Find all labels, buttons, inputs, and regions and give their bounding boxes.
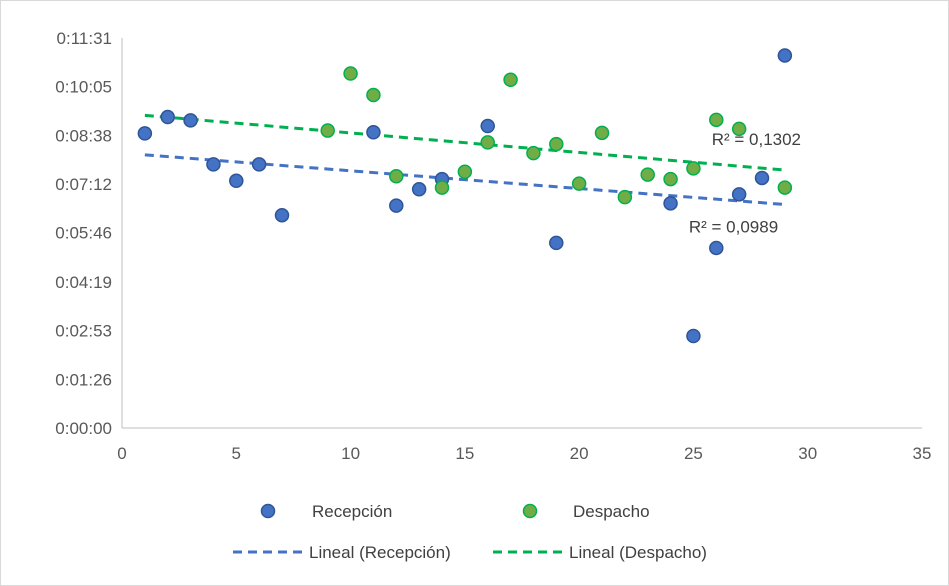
data-point [571,176,587,191]
y-tick-label: 0:11:31 [57,29,112,48]
data-point [686,328,701,344]
data-point [503,72,518,88]
data-points [137,48,793,344]
y-tick-label: 0:08:38 [55,127,112,146]
legend-label: Despacho [573,502,650,521]
x-tick-label: 15 [455,444,474,463]
x-tick-label: 25 [684,444,703,463]
y-tick-label: 0:05:46 [55,224,112,243]
data-point [229,173,244,189]
y-tick-label: 0:01:26 [55,370,112,389]
legend-label: Recepción [312,502,392,521]
data-point [663,171,678,187]
x-tick-label: 0 [117,444,126,463]
legend-label: Lineal (Despacho) [569,543,707,562]
y-tick-label: 0:02:53 [55,321,112,340]
data-point [731,121,747,137]
data-point [206,157,221,172]
y-tick-label: 0:00:00 [55,419,112,438]
data-point [640,167,655,182]
data-point [320,123,335,138]
x-tick-label: 5 [232,444,241,463]
data-point [617,189,633,205]
data-point [251,157,267,172]
data-point [434,180,450,195]
data-point [366,87,381,103]
legend-marker [522,503,538,519]
data-point [457,164,473,180]
data-point [709,112,724,128]
x-tick-label: 10 [341,444,360,463]
data-point [526,145,541,161]
data-point [411,182,427,197]
data-point [777,180,793,195]
r-squared-label: R² = 0,0989 [689,217,778,236]
legend-marker [260,503,276,519]
data-point [137,126,153,141]
data-point [183,113,198,128]
y-tick-label: 0:04:19 [55,273,112,292]
data-point [274,207,290,223]
legend-label: Lineal (Recepción) [309,543,451,562]
legend: Recepción Despacho Lineal (Recepción) Linea… [233,502,707,562]
data-point [754,170,770,186]
data-point [389,169,404,184]
data-point [777,48,793,63]
trendline [144,153,785,206]
x-tick-label: 30 [798,444,817,463]
data-point [343,66,358,81]
data-point [160,109,175,125]
r-squared-label: R² = 0,1302 [712,130,801,149]
data-point [549,136,564,152]
y-tick-label: 0:10:05 [55,78,112,97]
x-tick-label: 20 [570,444,589,463]
axes: 0:00:00 0:01:26 0:02:53 0:04:19 0:05:46 0:07:… [55,29,931,463]
data-point [389,198,404,213]
data-point [594,125,610,141]
y-tick-label: 0:07:12 [55,175,112,194]
trendlines [144,113,785,206]
data-point [686,161,701,176]
data-point [366,125,381,140]
data-point [663,196,678,211]
trendline [144,113,785,172]
data-point [709,240,724,256]
x-tick-label: 35 [913,444,932,463]
r-squared-labels: R² = 0,0989 R² = 0,1302 [689,130,801,236]
data-point [480,135,495,150]
data-point [480,118,495,134]
data-point [731,187,747,202]
data-point [549,235,564,251]
